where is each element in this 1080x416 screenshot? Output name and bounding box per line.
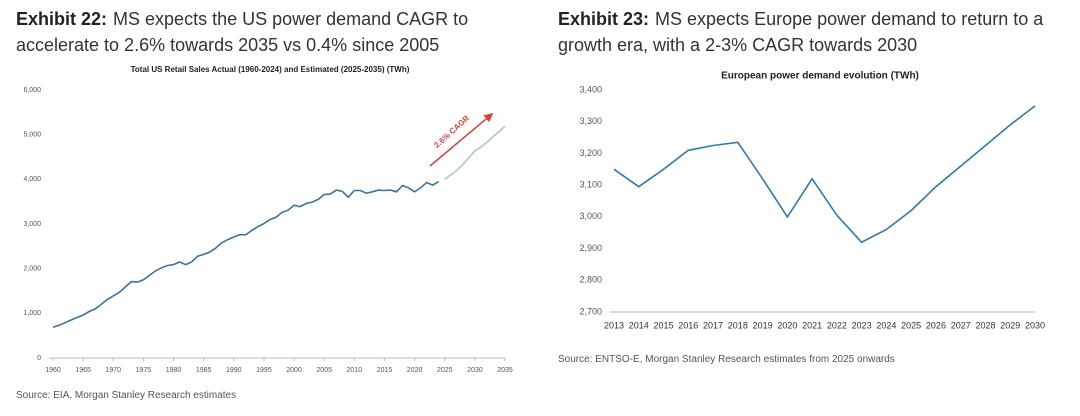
heading: Exhibit 23: MS expects Europe power deman… xyxy=(558,6,1058,58)
x-tick-label: 2018 xyxy=(728,320,748,330)
y-tick-label: 3,400 xyxy=(579,84,602,94)
y-tick-label: 2,900 xyxy=(579,243,602,253)
chart-title: Total US Retail Sales Actual (1960-2024)… xyxy=(131,65,410,74)
x-tick-label: 2023 xyxy=(852,320,872,330)
heading-text: MS expects Europe power demand to return… xyxy=(558,9,1044,55)
x-tick-label: 2030 xyxy=(467,367,483,374)
x-tick-label: 1980 xyxy=(166,367,182,374)
y-tick-label: 0 xyxy=(37,355,41,362)
source: Source: ENTSO-E, Morgan Stanley Research… xyxy=(558,354,895,365)
x-tick-label: 2028 xyxy=(975,320,995,330)
chart-title: European power demand evolution (TWh) xyxy=(721,71,919,82)
x-tick-label: 2022 xyxy=(827,320,847,330)
x-tick-label: 2019 xyxy=(753,320,773,330)
x-tick-label: 2026 xyxy=(926,320,946,330)
heading-text: MS expects the US power demand CAGR to a… xyxy=(16,9,469,55)
y-tick-label: 3,200 xyxy=(579,148,602,158)
x-tick-label: 2029 xyxy=(1000,320,1020,330)
y-tick-label: 2,000 xyxy=(23,266,41,273)
x-tick-label: 1975 xyxy=(136,367,152,374)
x-tick-label: 2016 xyxy=(678,320,698,330)
x-tick-label: 2014 xyxy=(629,320,649,330)
x-tick-label: 2020 xyxy=(407,367,423,374)
x-tick-label: 1995 xyxy=(256,367,272,374)
arrow xyxy=(429,113,494,167)
x-tick-label: 2015 xyxy=(654,320,674,330)
x-tick-label: 2015 xyxy=(377,367,393,374)
x-tick-label: 2021 xyxy=(802,320,822,330)
y-tick-label: 3,300 xyxy=(579,116,602,126)
x-tick-label: 2025 xyxy=(901,320,921,330)
x-tick-label: 1965 xyxy=(75,367,91,374)
x-tick-label: 2025 xyxy=(437,367,453,374)
series-line xyxy=(444,125,506,180)
exhibit: Exhibit 22: xyxy=(16,9,108,29)
x-tick-label: 1985 xyxy=(196,367,212,374)
series-line xyxy=(613,105,1036,244)
x-tick-label: 2000 xyxy=(286,367,302,374)
series-line xyxy=(52,180,440,328)
x-tick-label: 2035 xyxy=(497,367,513,374)
y-tick-label: 5,000 xyxy=(23,132,41,139)
x-tick-label: 1990 xyxy=(226,367,242,374)
y-tick-label: 2,700 xyxy=(579,306,602,316)
y-tick-label: 1,000 xyxy=(23,310,41,317)
x-tick-label: 2020 xyxy=(777,320,797,330)
source: Source: EIA, Morgan Stanley Research est… xyxy=(16,390,237,401)
x-tick-label: 1960 xyxy=(45,367,61,374)
heading: Exhibit 22: MS expects the US power deman… xyxy=(16,6,486,58)
y-tick-label: 3,000 xyxy=(23,221,41,228)
y-tick-label: 2,800 xyxy=(579,275,602,285)
y-tick-label: 6,000 xyxy=(23,87,41,94)
annotation: 2.6% CAGR xyxy=(432,113,471,149)
x-tick-label: 2010 xyxy=(347,367,363,374)
exhibit: Exhibit 23: xyxy=(558,9,650,29)
x-tick-label: 2027 xyxy=(951,320,971,330)
x-tick-label: 2005 xyxy=(316,367,332,374)
y-tick-label: 3,100 xyxy=(579,180,602,190)
x-tick-label: 2030 xyxy=(1025,320,1045,330)
y-tick-label: 3,000 xyxy=(579,211,602,221)
x-tick-label: 2013 xyxy=(604,320,624,330)
x-tick-label: 1970 xyxy=(105,367,121,374)
x-tick-label: 2024 xyxy=(876,320,896,330)
y-tick-label: 4,000 xyxy=(23,176,41,183)
x-tick-label: 2017 xyxy=(703,320,723,330)
